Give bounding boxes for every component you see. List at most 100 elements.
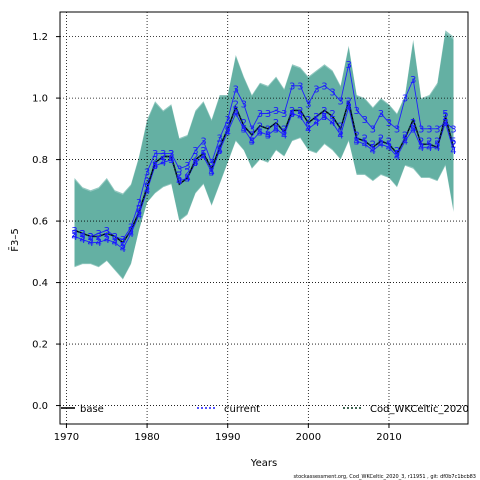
marker-2-1973: 2	[87, 232, 93, 243]
marker-4-1988: 4	[208, 167, 214, 178]
marker-3-1984: 3	[176, 164, 182, 175]
marker-3-1996: 3	[273, 106, 279, 117]
marker-5-2017: 5	[442, 109, 448, 120]
x-tick-label-2010: 2010	[376, 432, 401, 443]
marker-5-1989: 5	[216, 146, 222, 157]
marker-3-1971: 3	[71, 226, 77, 237]
marker-4-1997: 4	[281, 130, 287, 141]
series-line-current-lower	[74, 105, 454, 250]
marker-3-1986: 3	[192, 146, 198, 157]
marker-3-1977: 3	[120, 235, 126, 246]
marker-5-1971: 5	[71, 229, 77, 240]
series-line-cod-wkceltic-2020	[74, 101, 455, 244]
marker-2-2017: 2	[442, 112, 448, 123]
marker-4-2003: 4	[329, 118, 335, 129]
axis-layer: 1970 1980 1990 2000 2010 0.0 0.2 0.4 0.6 0.8 1.0 1.…	[32, 32, 402, 443]
marker-2-1976: 2	[112, 235, 118, 246]
marker-2-2003: 2	[329, 109, 335, 120]
marker-2-1978: 2	[128, 226, 134, 237]
marker-4-1972: 4	[79, 235, 85, 246]
marker-4-2008: 4	[370, 146, 376, 157]
marker-4-1993: 4	[249, 137, 255, 148]
marker-2-2011: 2	[394, 146, 400, 157]
marker-4-1991: 4	[233, 109, 239, 120]
marker-3-1976: 3	[112, 232, 118, 243]
legend: base current Cod_WKCeltic_2020	[61, 404, 469, 415]
marker-5-1995: 5	[265, 130, 271, 141]
marker-5-1979: 5	[136, 207, 142, 218]
marker-4-2000: 4	[305, 124, 311, 135]
marker-5-1981: 5	[152, 161, 158, 172]
marker-5-2009: 5	[378, 137, 384, 148]
x-tick-label-1970: 1970	[54, 432, 79, 443]
marker-5-2001: 5	[313, 115, 319, 126]
marker-5-1997: 5	[281, 127, 287, 138]
footer-credit: stockassessment.org, Cod_WKCeltic_2020_3…	[294, 474, 477, 480]
marker-2-2008: 2	[370, 140, 376, 151]
marker-2-2007: 2	[362, 134, 368, 145]
marker-2-1985: 2	[184, 167, 190, 178]
y-tick-label-6: 1.2	[32, 32, 48, 43]
x-tick-label-2000: 2000	[296, 432, 321, 443]
marker-3-2010: 3	[386, 118, 392, 129]
marker-3-2016: 3	[434, 124, 440, 135]
marker-3-2002: 3	[321, 81, 327, 92]
marker-3-1992: 3	[241, 100, 247, 111]
marker-4-2011: 4	[394, 152, 400, 163]
marker-3-1998: 3	[289, 81, 295, 92]
marker-3-2003: 3	[329, 87, 335, 98]
marker-2-1972: 2	[79, 229, 85, 240]
marker-2-1989: 2	[216, 140, 222, 151]
plot-frame	[59, 11, 469, 425]
marker-3-2018: 3	[450, 124, 456, 135]
marker-5-1991: 5	[233, 106, 239, 117]
confidence-band-layer	[74, 30, 454, 280]
marker-5-2006: 5	[354, 137, 360, 148]
marker-3-2012: 3	[402, 94, 408, 105]
marker-3-1979: 3	[136, 198, 142, 209]
marker-2-1980: 2	[144, 177, 150, 188]
marker-5-1998: 5	[289, 109, 295, 120]
marker-4-1981: 4	[152, 161, 158, 172]
marker-2-2004: 2	[337, 121, 343, 132]
marker-4-2013: 4	[410, 124, 416, 135]
marker-4-1971: 4	[71, 232, 77, 243]
marker-5-2011: 5	[394, 149, 400, 160]
marker-4-1973: 4	[87, 238, 93, 249]
x-axis-label: Years	[250, 458, 277, 469]
marker-3-1997: 3	[281, 109, 287, 120]
marker-2-1981: 2	[152, 155, 158, 166]
marker-4-1999: 4	[297, 112, 303, 123]
marker-4-1996: 4	[273, 124, 279, 135]
marker-4-1974: 4	[96, 238, 102, 249]
marker-4-1990: 4	[225, 127, 231, 138]
x-tick-label-1990: 1990	[215, 432, 240, 443]
marker-5-2000: 5	[305, 121, 311, 132]
marker-5-1980: 5	[144, 183, 150, 194]
marker-2-1987: 2	[200, 146, 206, 157]
grid-layer	[60, 12, 468, 424]
marker-4-2016: 4	[434, 143, 440, 154]
marker-3-1987: 3	[200, 137, 206, 148]
marker-5-2012: 5	[402, 134, 408, 145]
marker-3-2006: 3	[354, 106, 360, 117]
marker-2-2006: 2	[354, 130, 360, 141]
series-line-current-upper	[74, 64, 454, 241]
marker-2-2001: 2	[313, 112, 319, 123]
marker-4-1980: 4	[144, 186, 150, 197]
marker-2-2013: 2	[410, 118, 416, 129]
confidence-band-inner	[74, 33, 454, 279]
marker-4-1987: 4	[200, 152, 206, 163]
marker-3-1991: 3	[233, 84, 239, 95]
marker-5-1983: 5	[168, 155, 174, 166]
marker-4-2018: 4	[450, 146, 456, 157]
marker-3-1990: 3	[225, 115, 231, 126]
marker-2-1984: 2	[176, 170, 182, 181]
marker-3-2008: 3	[370, 124, 376, 135]
marker-2-1986: 2	[192, 152, 198, 163]
marker-5-1990: 5	[225, 124, 231, 135]
marker-2-2012: 2	[402, 130, 408, 141]
marker-3-1973: 3	[87, 232, 93, 243]
marker-5-1988: 5	[208, 167, 214, 178]
marker-4-1985: 4	[184, 174, 190, 185]
